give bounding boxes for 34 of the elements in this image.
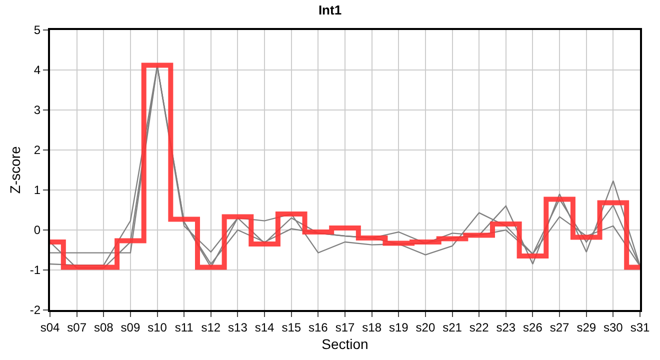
- y-axis-title: Z-score: [7, 146, 24, 194]
- x-tick-label: s09: [120, 320, 140, 334]
- x-tick-label: s07: [67, 320, 87, 334]
- x-tick-label: s15: [282, 320, 302, 334]
- x-tick-label: s31: [630, 320, 650, 334]
- x-tick-label: s23: [496, 320, 516, 334]
- x-tick-label: s04: [40, 320, 60, 334]
- y-tick-label: 2: [34, 143, 41, 158]
- x-tick-label: s30: [604, 320, 624, 334]
- x-tick-label: s14: [254, 320, 275, 334]
- y-tick-label: 3: [34, 103, 41, 118]
- x-axis-title: Section: [322, 336, 368, 352]
- x-tick-label: s20: [416, 320, 436, 334]
- x-tick-label: s18: [362, 320, 382, 334]
- y-tick-label: -2: [30, 303, 41, 318]
- x-tick-label: s12: [201, 320, 221, 334]
- x-tick-label: s26: [523, 320, 543, 334]
- x-tick-label: s29: [576, 320, 596, 334]
- x-tick-label: s10: [148, 320, 168, 334]
- y-tick-label: -1: [30, 263, 41, 278]
- y-tick-label: 5: [34, 23, 41, 38]
- x-tick-label: s08: [94, 320, 114, 334]
- y-tick-label: 0: [34, 223, 41, 238]
- x-tick-label: s13: [228, 320, 248, 334]
- x-tick-label: s17: [335, 320, 355, 334]
- x-tick-label: s16: [308, 320, 328, 334]
- y-tick-label: 1: [34, 183, 41, 198]
- x-tick-label: s22: [469, 320, 490, 334]
- x-tick-label: s11: [174, 320, 194, 334]
- x-tick-label: s27: [550, 320, 570, 334]
- x-tick-label: s21: [442, 320, 462, 334]
- y-tick-label: 4: [34, 63, 41, 78]
- chart-title: Int1: [318, 2, 342, 18]
- x-tick-label: s19: [388, 320, 409, 334]
